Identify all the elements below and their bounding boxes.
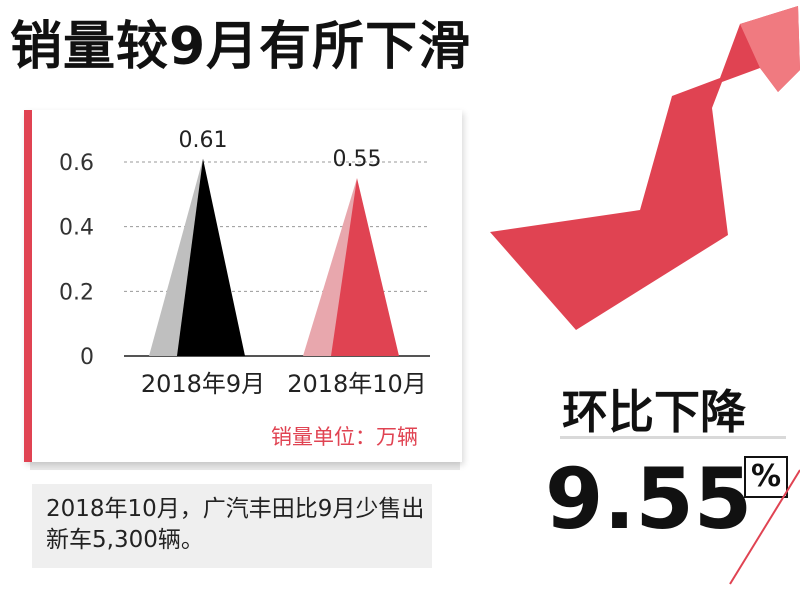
y-axis-ticks: 0 0.2 0.4 0.6 — [59, 151, 94, 370]
bar-1 — [331, 178, 399, 356]
unit-note: 销量单位：万辆 — [271, 425, 418, 449]
x-tick-label: 2018年9月 — [141, 370, 265, 398]
caption: 2018年10月，广汽丰田比9月少售出新车5,300辆。 — [46, 496, 425, 553]
chart-bars — [149, 158, 399, 356]
y-tick-label: 0.4 — [59, 216, 94, 241]
y-tick-label: 0.6 — [59, 151, 94, 176]
data-label: 0.61 — [179, 128, 228, 153]
percent-badge: % — [744, 456, 788, 498]
chart-card — [24, 110, 462, 462]
x-tick-label: 2018年10月 — [287, 370, 427, 398]
caption-box — [32, 484, 432, 568]
chart-data-labels: 0.61 0.55 — [179, 128, 382, 172]
bar-0 — [177, 158, 245, 356]
divider — [560, 436, 786, 439]
decline-label: 环比下降 — [562, 385, 746, 439]
y-tick-label: 0 — [80, 345, 94, 370]
y-tick-label: 0.2 — [59, 280, 94, 305]
sales-chart: 0 0.2 0.4 0.6 0.61 0.55 2018年9月 2018年10月 销量单位… — [59, 128, 430, 449]
decline-value: 9.55 — [545, 450, 753, 548]
data-label: 0.55 — [333, 147, 382, 172]
headline: 销量较9月有所下滑 — [10, 17, 472, 77]
x-axis-labels: 2018年9月 2018年10月 — [141, 370, 427, 398]
